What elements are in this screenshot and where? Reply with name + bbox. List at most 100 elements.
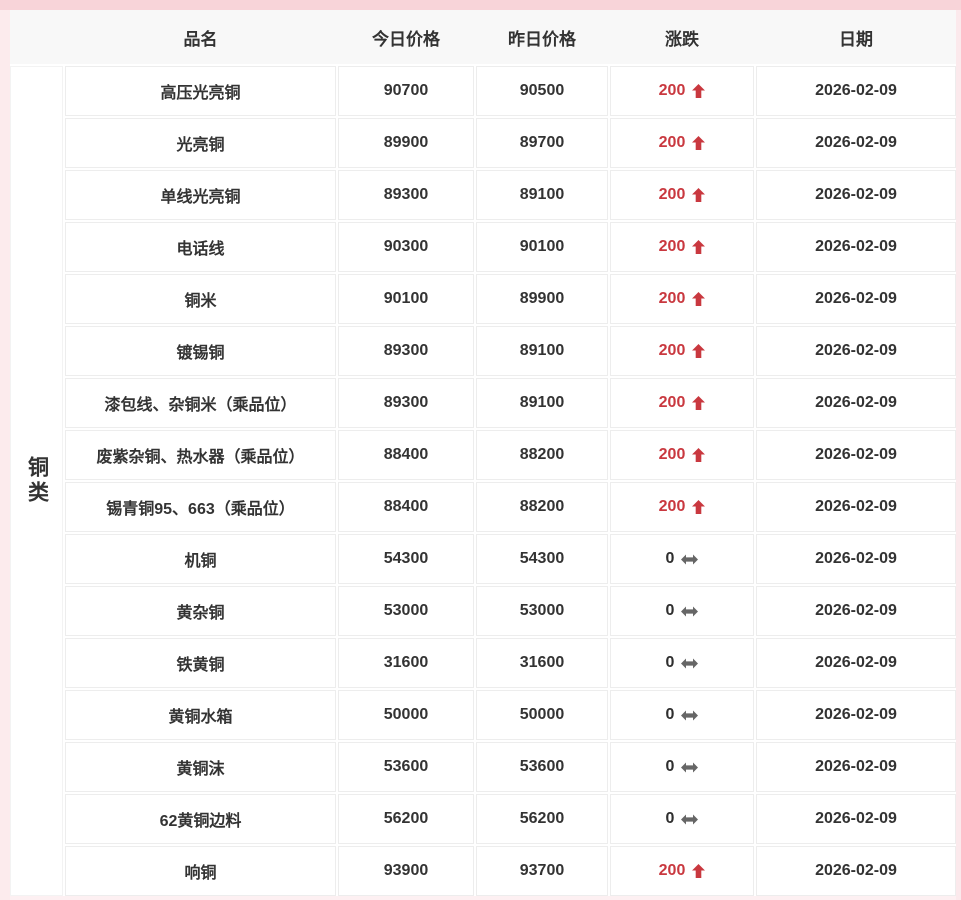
column-header-product: 品名 [183,29,218,49]
product-name-cell: 单线光亮铜 [65,170,336,220]
price-change-cell: 200 [610,482,754,532]
column-header-today: 今日价格 [372,29,440,49]
yesterday-price-cell: 93700 [476,846,608,896]
price-date-cell: 2026-02-09 [756,430,956,480]
product-name-cell: 黄铜沫 [65,742,336,792]
price-date-cell: 2026-02-09 [756,742,956,792]
yesterday-price-cell: 89700 [476,118,608,168]
arrow-up-icon [692,864,706,878]
price-date-cell: 2026-02-09 [756,274,956,324]
product-name-cell: 光亮铜 [65,118,336,168]
change-value: 200 [658,186,686,203]
arrow-up-icon [692,188,706,202]
today-price-cell: 89300 [338,326,474,376]
product-name-cell: 响铜 [65,846,336,896]
table-header: 品名 今日价格 昨日价格 涨跌 日期 [10,10,956,64]
product-name-cell: 铜米 [65,274,336,324]
left-edge-strip [0,10,10,900]
price-date-cell: 2026-02-09 [756,482,956,532]
product-name-cell: 黄杂铜 [65,586,336,636]
today-price-cell: 50000 [338,690,474,740]
price-change-cell: 200 [610,326,754,376]
price-table-container: 品名 今日价格 昨日价格 涨跌 日期 铜类 高压光亮铜 90700 90500 … [10,10,956,896]
price-change-cell: 200 [610,222,754,272]
product-name-cell: 废紫杂铜、热水器（乘品位） [65,430,336,480]
yesterday-price-cell: 88200 [476,430,608,480]
column-header-date: 日期 [839,29,873,49]
change-value: 200 [658,498,686,515]
product-name-cell: 锡青铜95、663（乘品位） [65,482,336,532]
yesterday-price-cell: 90500 [476,66,608,116]
price-date-cell: 2026-02-09 [756,534,956,584]
price-change-cell: 0 [610,690,754,740]
arrow-left-right-icon [681,814,699,824]
arrow-up-icon [692,292,706,306]
product-name-cell: 黄铜水箱 [65,690,336,740]
product-name-cell: 高压光亮铜 [65,66,336,116]
price-change-cell: 0 [610,638,754,688]
change-value: 200 [658,82,686,99]
arrow-left-right-icon [681,710,699,720]
arrow-up-icon [692,240,706,254]
price-change-cell: 0 [610,534,754,584]
today-price-cell: 90700 [338,66,474,116]
product-name-cell: 62黄铜边料 [65,794,336,844]
arrow-up-icon [692,500,706,514]
arrow-up-icon [692,84,706,98]
arrow-left-right-icon [681,554,699,564]
yesterday-price-cell: 89100 [476,326,608,376]
price-date-cell: 2026-02-09 [756,690,956,740]
price-change-cell: 200 [610,170,754,220]
price-date-cell: 2026-02-09 [756,66,956,116]
change-value: 0 [665,810,675,827]
price-date-cell: 2026-02-09 [756,638,956,688]
change-value: 200 [658,446,686,463]
yesterday-price-cell: 54300 [476,534,608,584]
arrow-up-icon [692,344,706,358]
change-value: 0 [665,706,675,723]
arrow-left-right-icon [681,606,699,616]
yesterday-price-cell: 89100 [476,170,608,220]
category-cell: 铜类 [10,66,63,896]
yesterday-price-cell: 89900 [476,274,608,324]
arrow-up-icon [692,448,706,462]
today-price-cell: 53000 [338,586,474,636]
today-price-cell: 56200 [338,794,474,844]
yesterday-price-cell: 89100 [476,378,608,428]
yesterday-price-cell: 88200 [476,482,608,532]
arrow-left-right-icon [681,762,699,772]
product-name-cell: 漆包线、杂铜米（乘品位） [65,378,336,428]
price-date-cell: 2026-02-09 [756,846,956,896]
today-price-cell: 93900 [338,846,474,896]
today-price-cell: 90300 [338,222,474,272]
price-change-cell: 0 [610,742,754,792]
today-price-cell: 31600 [338,638,474,688]
right-edge-strip [956,10,961,900]
change-value: 200 [658,342,686,359]
today-price-cell: 90100 [338,274,474,324]
top-edge-strip [0,0,961,10]
price-change-cell: 200 [610,274,754,324]
price-date-cell: 2026-02-09 [756,794,956,844]
change-value: 0 [665,758,675,775]
price-date-cell: 2026-02-09 [756,118,956,168]
change-value: 200 [658,290,686,307]
product-name-cell: 电话线 [65,222,336,272]
price-date-cell: 2026-02-09 [756,170,956,220]
yesterday-price-cell: 53000 [476,586,608,636]
yesterday-price-cell: 53600 [476,742,608,792]
price-date-cell: 2026-02-09 [756,586,956,636]
product-name-cell: 铁黄铜 [65,638,336,688]
category-label: 铜类 [25,456,49,506]
today-price-cell: 54300 [338,534,474,584]
price-change-cell: 0 [610,794,754,844]
price-date-cell: 2026-02-09 [756,222,956,272]
column-header-yesterday: 昨日价格 [508,29,576,49]
arrow-up-icon [692,136,706,150]
price-date-cell: 2026-02-09 [756,326,956,376]
product-name-cell: 机铜 [65,534,336,584]
price-date-cell: 2026-02-09 [756,378,956,428]
today-price-cell: 89300 [338,170,474,220]
price-change-cell: 200 [610,118,754,168]
price-change-cell: 200 [610,430,754,480]
